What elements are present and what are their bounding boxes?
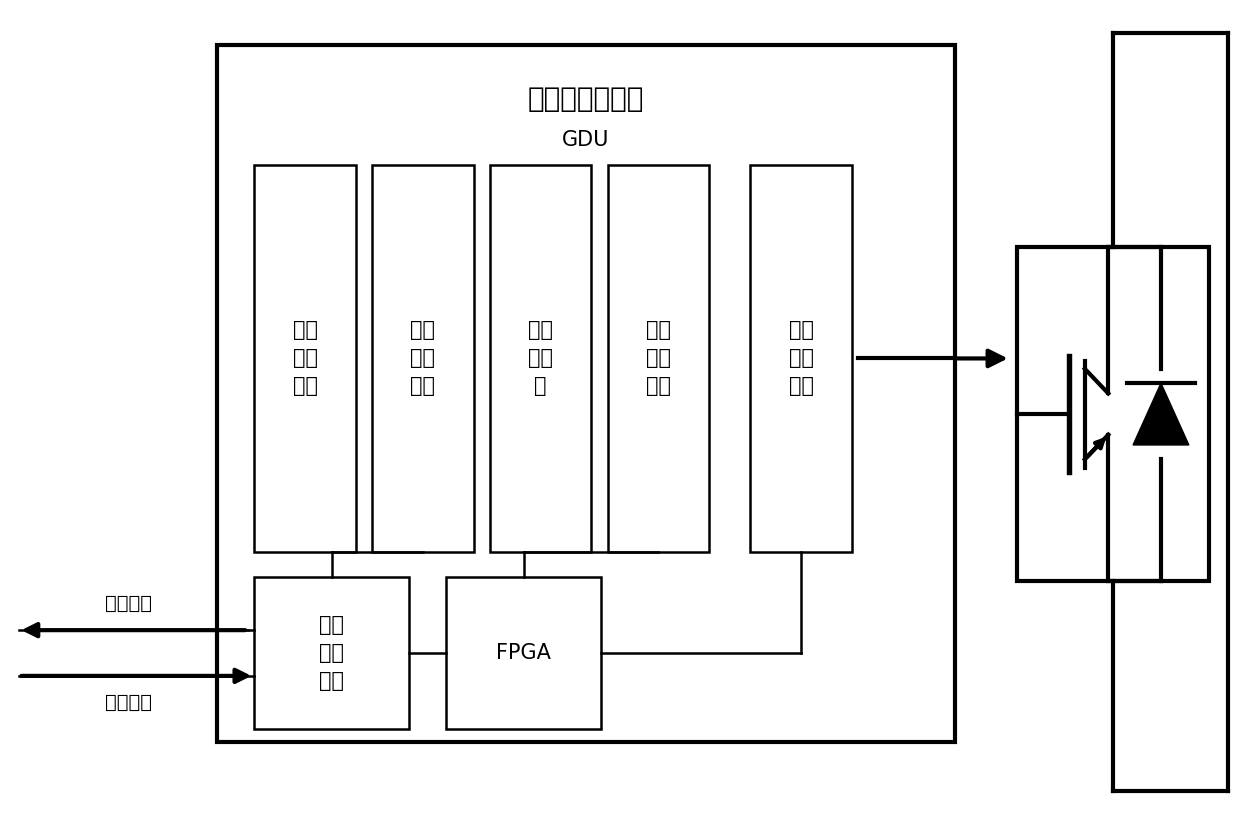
Text: FPGA: FPGA: [496, 643, 552, 663]
Polygon shape: [1133, 383, 1189, 445]
Text: 电压
监视
电路: 电压 监视 电路: [646, 321, 671, 396]
Text: 光电
转换
电路: 光电 转换 电路: [319, 615, 345, 691]
Bar: [254, 577, 409, 729]
Text: 静态
均压
回路: 静态 均压 回路: [293, 321, 317, 396]
Bar: [750, 165, 852, 552]
Text: 触发
关断
电路: 触发 关断 电路: [789, 321, 813, 396]
Text: 触发光纤: 触发光纤: [105, 693, 153, 712]
Text: 动态
均压
回路: 动态 均压 回路: [410, 321, 435, 396]
Text: 返回光纤: 返回光纤: [105, 594, 153, 613]
Bar: [1017, 247, 1209, 581]
Text: 自取
能电
路: 自取 能电 路: [528, 321, 553, 396]
Bar: [608, 165, 709, 552]
Text: GDU: GDU: [562, 130, 610, 150]
Bar: [490, 165, 591, 552]
Bar: [254, 165, 356, 552]
Bar: [446, 577, 601, 729]
Text: 驱动与控制装置: 驱动与控制装置: [528, 85, 644, 113]
Bar: [217, 45, 955, 742]
Bar: [372, 165, 474, 552]
